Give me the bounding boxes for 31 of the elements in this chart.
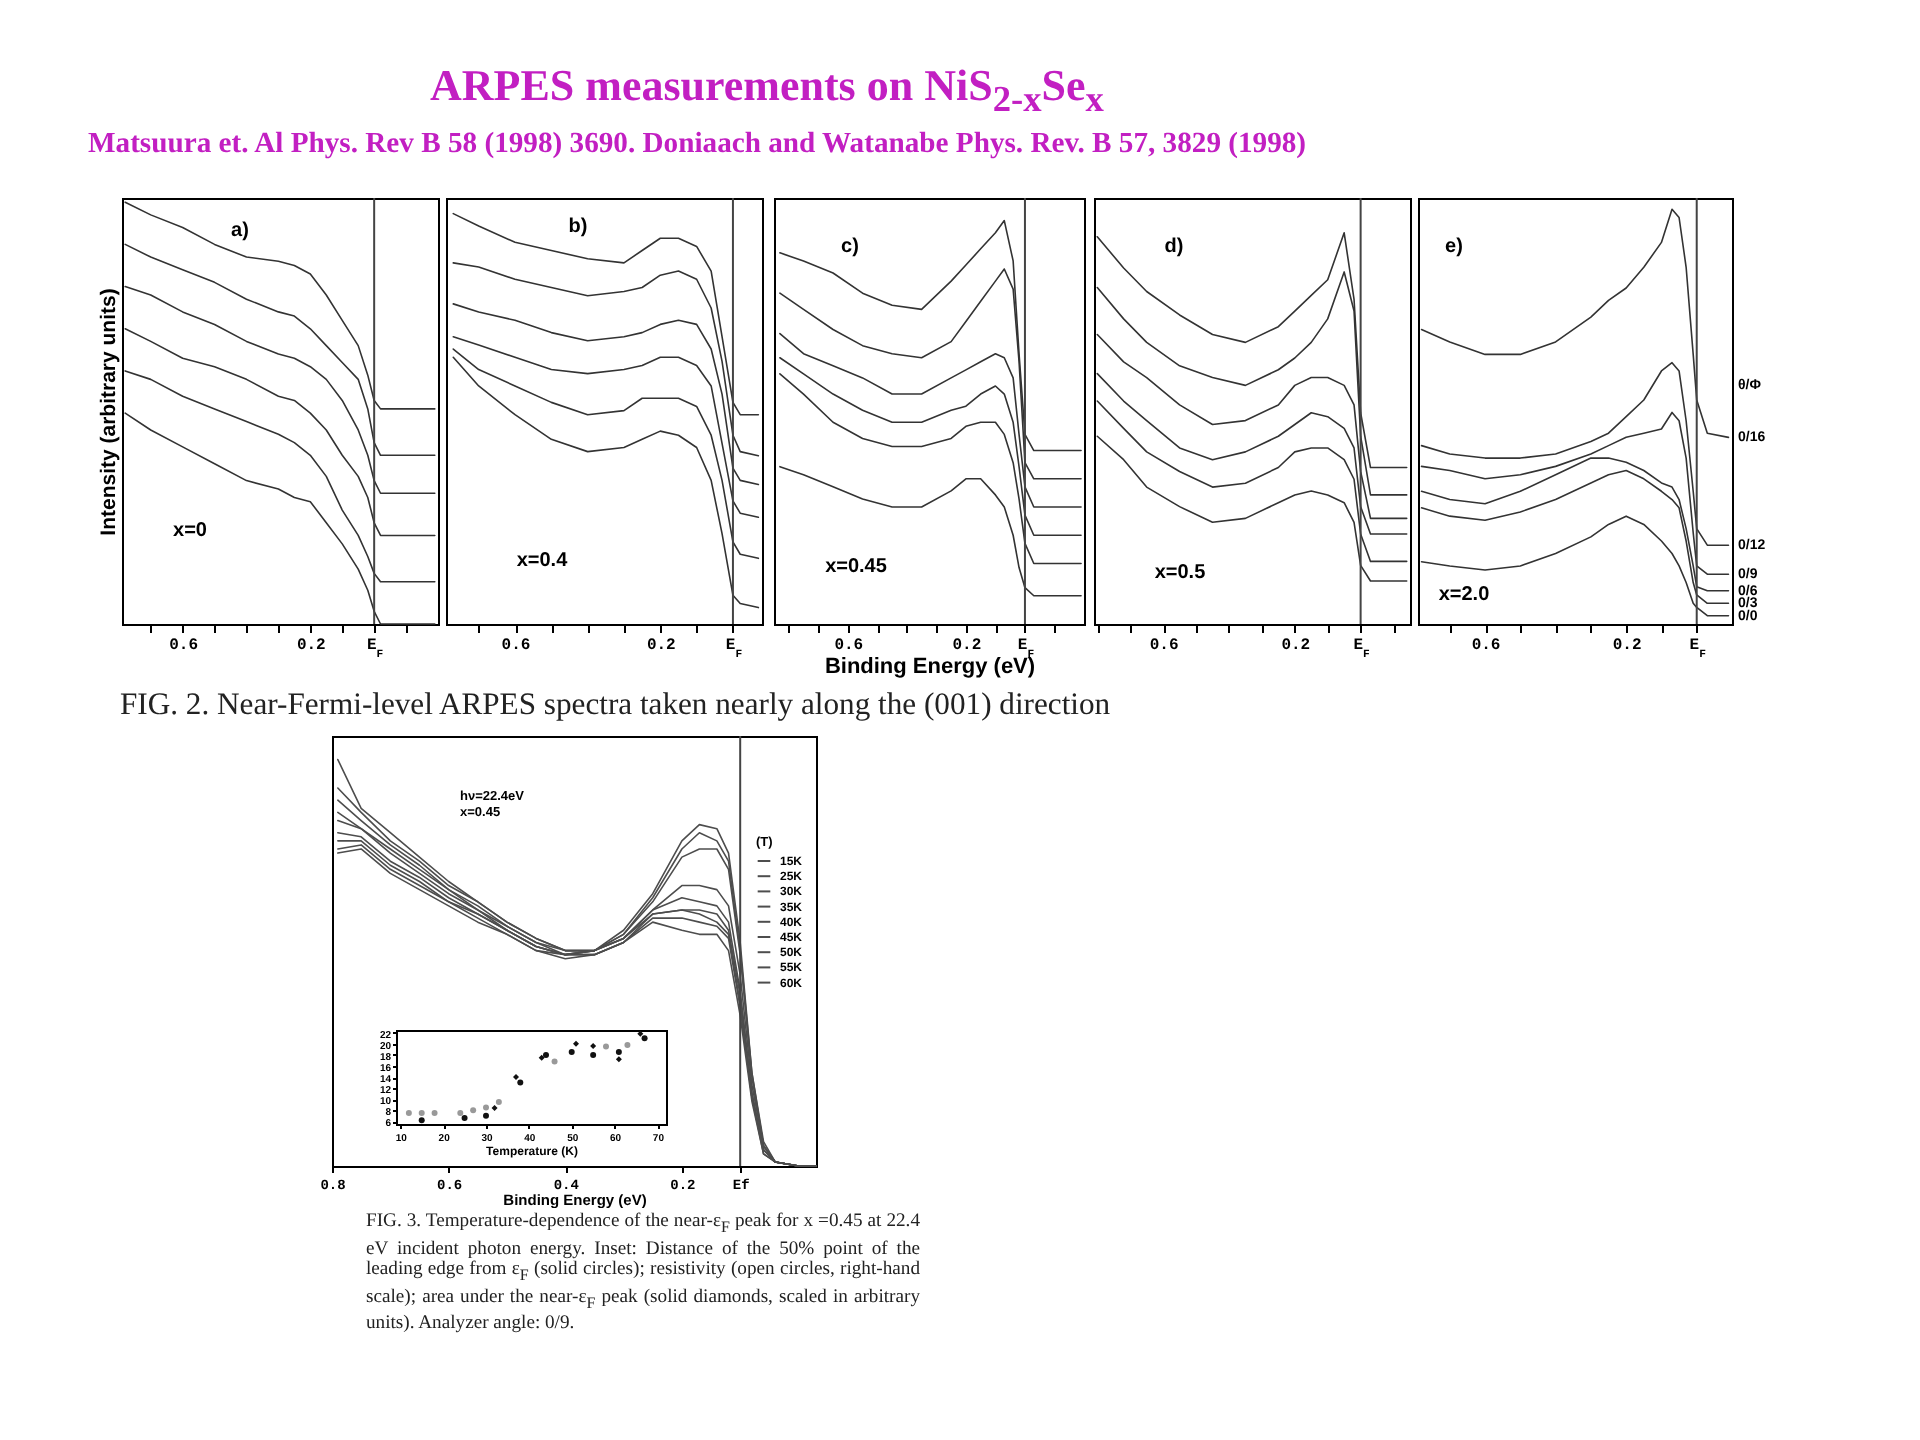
x-tick-label: E$_{F}$ — [1017, 637, 1036, 660]
annotation: x=2.0 — [1438, 584, 1491, 606]
text: Matsuura et. Al Phys. Rev B 58 (1998) 3690. Doniaach and Watanabe Phys. Rev. B 57, 3829 (1998) — [88, 128, 1307, 162]
y-axis-title: Intensity (arbitrary units) — [97, 288, 121, 536]
annotation: x=0.45 — [825, 556, 888, 578]
x-axis-title: Binding Energy (eV) — [824, 655, 1036, 679]
x-tick-label: 0.6 — [169, 637, 199, 655]
annotation: e) — [1445, 236, 1463, 258]
x-tick-label: E$_{F}$ — [366, 637, 385, 660]
text: ARPES measurements on NiS$_{2-x}$Se$_{x}$ — [430, 60, 1104, 121]
x-tick-label: 0.6 — [1149, 637, 1179, 655]
x-tick-label: 0.6 — [834, 637, 864, 655]
x-tick-label: E$_{F}$ — [725, 637, 744, 660]
annotation: c) — [841, 236, 859, 258]
x-tick-label: E$_{F}$ — [1689, 637, 1708, 660]
annotation: a) — [231, 220, 249, 242]
caption: FIG. 2. Near-Fermi-level ARPES spectra taken nearly along the (001) direction — [120, 688, 1113, 724]
x-tick-label: 0.2 — [1612, 637, 1642, 655]
annotation: x=0.4 — [516, 550, 569, 572]
x-tick-label: E$_{F}$ — [1353, 637, 1372, 660]
x-tick-label: 0.2 — [952, 637, 982, 655]
x-tick-label: 0.6 — [501, 637, 531, 655]
x-tick-label: 0.2 — [296, 637, 327, 655]
annotation: x=0.5 — [1154, 562, 1207, 584]
annotation: d) — [1164, 236, 1184, 258]
x-tick-label: 0.2 — [646, 637, 677, 655]
x-tick-label: 0.2 — [1281, 637, 1311, 655]
annotation: b) — [568, 216, 588, 238]
x-tick-label: 0.6 — [1471, 637, 1501, 655]
annotation: x=0 — [173, 520, 208, 542]
text: FIG. 3. Temperature-dependence of the near-ε$_{F}$ peak for x =0.45 at 22.4 eV incident photon energy. Inset: Distance of the 50% point of the leading edge from ε$_{F}$ (solid circles); resistivity (open circles, right-hand scale); area under the near-ε$_{F}$ peak (solid diamonds, scaled in arbitrary units). Analyzer angle: 0/9. — [366, 1210, 920, 1335]
